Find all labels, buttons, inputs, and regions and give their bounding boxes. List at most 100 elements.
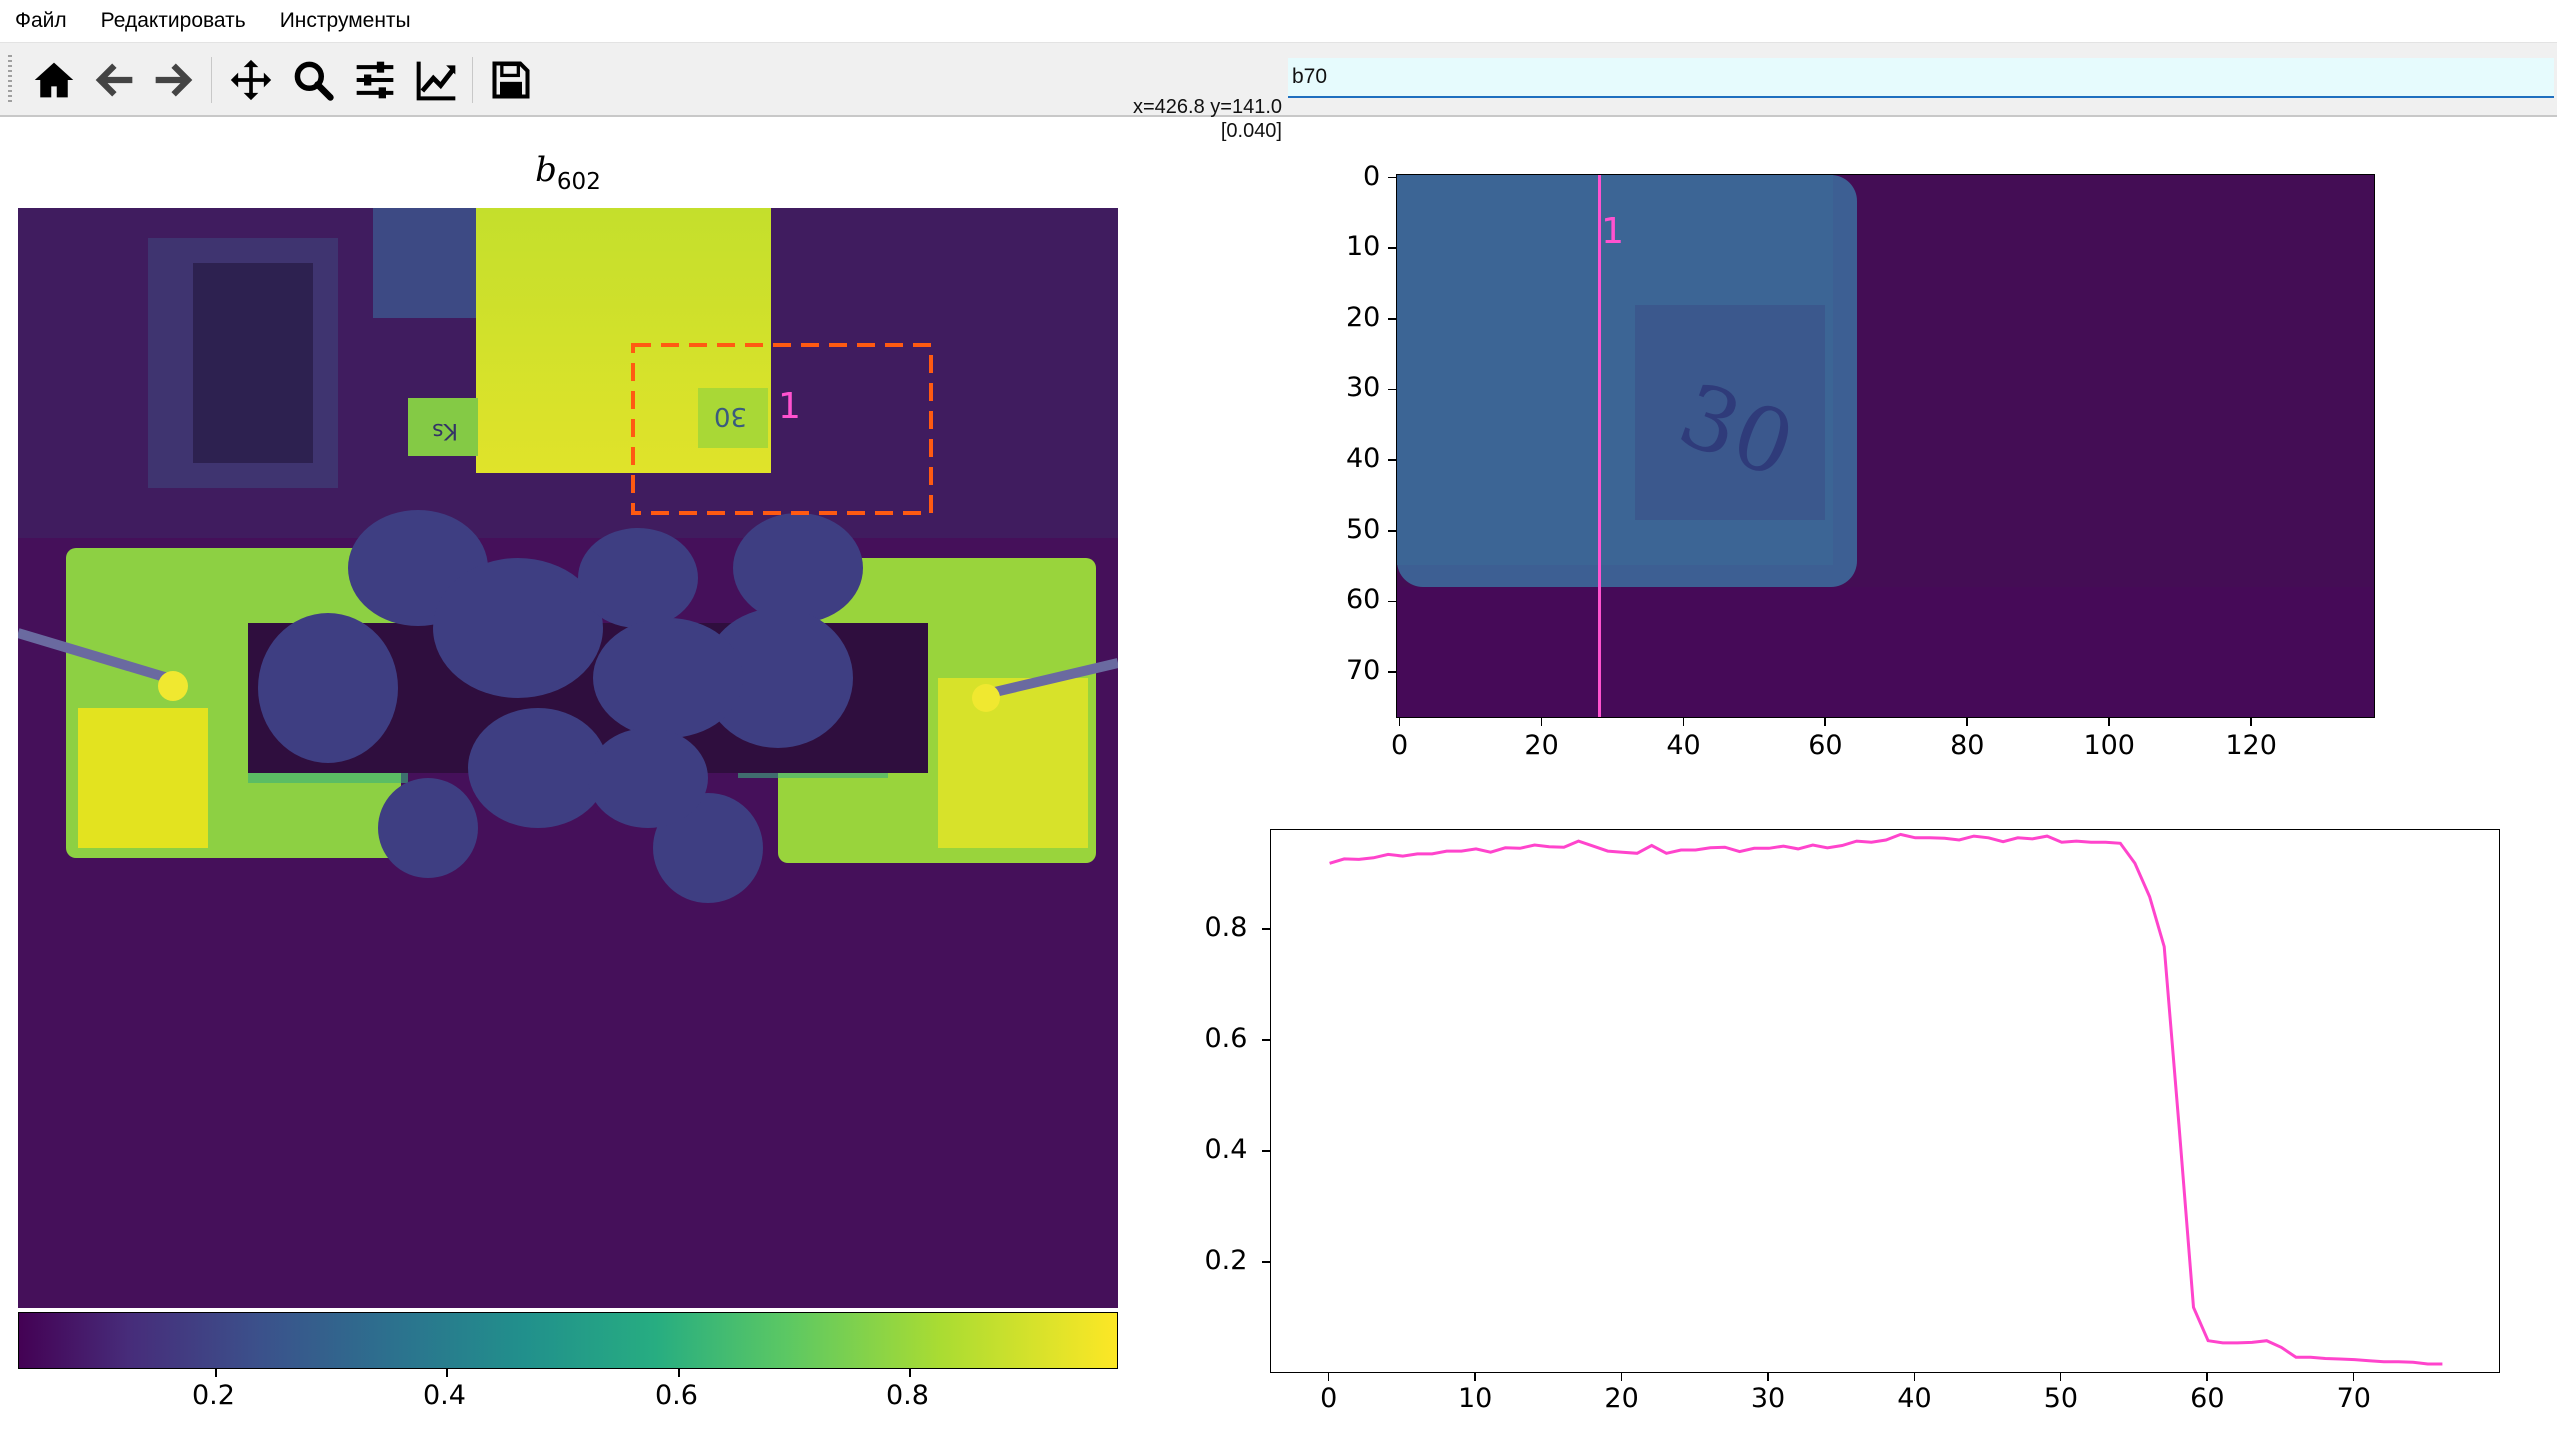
profile-x-tick <box>1474 1373 1476 1381</box>
inset-y-tick <box>1388 388 1396 391</box>
colorbar-tick-label: 0.2 <box>192 1380 235 1411</box>
profile-x-tick <box>1767 1373 1769 1381</box>
menu-edit[interactable]: Редактировать <box>100 9 246 32</box>
pan-icon <box>230 59 272 101</box>
subplots-button[interactable] <box>350 55 400 105</box>
forward-icon <box>155 63 193 97</box>
colorbar-tick <box>678 1369 680 1377</box>
subplots-icon <box>356 61 394 99</box>
profile-x-tick <box>1913 1373 1916 1381</box>
inset-x-tick <box>1540 718 1543 726</box>
command-input[interactable] <box>1288 58 2554 98</box>
cursor-position: x=426.8 y=141.0 <box>1132 96 1282 118</box>
home-icon <box>34 62 74 98</box>
profile-x-tick-label: 40 <box>1897 1383 1932 1414</box>
menu-tools[interactable]: Инструменты <box>279 9 411 32</box>
profile-x-tick-label: 50 <box>2043 1383 2079 1414</box>
title-subscript: 602 <box>556 168 601 195</box>
profile-x-tick-label: 30 <box>1750 1383 1786 1414</box>
profile-y-tick-label: 0.6 <box>1204 1022 1248 1054</box>
inset-y-tick <box>1388 247 1396 249</box>
plant-image: Ks 30 <box>16 208 1120 1308</box>
cursor-coordinates: x=426.8 y=141.0 [0.040] <box>1133 95 1282 143</box>
profile-x-tick-label: 60 <box>2190 1383 2225 1414</box>
colorbar-tick-label: 0.8 <box>886 1380 929 1411</box>
inset-x-tick <box>1398 718 1401 726</box>
profile-line <box>1597 175 1601 717</box>
inset-x-tick <box>1824 718 1826 726</box>
inset-x-tick-label: 20 <box>1524 730 1559 761</box>
colorbar-tick-label: 0.6 <box>655 1380 698 1411</box>
profile-x-tick-label: 0 <box>1320 1383 1338 1414</box>
inset-y-tick <box>1388 600 1396 603</box>
profile-x-tick <box>2059 1373 2062 1381</box>
colorbar <box>18 1312 1118 1369</box>
inset-y-tick-label: 50 <box>1346 513 1381 545</box>
pan-button[interactable] <box>226 55 276 105</box>
inset-y-tick-label: 0 <box>1363 160 1381 192</box>
inset-x-tick-label: 100 <box>2083 730 2135 761</box>
inset-y-tick-label: 70 <box>1346 655 1381 687</box>
main-image-axes[interactable]: Ks 30 1 <box>16 208 1120 1308</box>
colorbar-tick <box>446 1369 448 1377</box>
profile-x-tick <box>1327 1373 1330 1381</box>
profile-x-tick <box>2352 1373 2355 1381</box>
inset-y-tick-label: 60 <box>1346 584 1381 616</box>
home-button[interactable] <box>29 55 79 105</box>
inset-x-tick <box>1682 718 1685 726</box>
roi-rectangle <box>631 343 933 515</box>
menu-file[interactable]: Файл <box>15 9 67 32</box>
inset-x-tick <box>2250 718 2252 726</box>
toolbar-separator <box>211 57 212 103</box>
inset-y-tick <box>1388 671 1396 673</box>
inset-x-tick-label: 80 <box>1950 730 1985 761</box>
profile-axes[interactable] <box>1270 829 2500 1373</box>
profile-x-tick <box>1620 1373 1623 1381</box>
inset-image: 30 <box>1397 175 2374 717</box>
svg-text:30: 30 <box>714 401 747 431</box>
profile-y-tick-label: 0.4 <box>1204 1133 1248 1165</box>
inset-x-tick-label: 40 <box>1666 730 1701 761</box>
zoom-icon <box>294 61 334 101</box>
inset-axes[interactable]: 30 1 <box>1396 174 2375 718</box>
profile-y-tick <box>1262 1150 1270 1152</box>
inset-y-tick-label: 10 <box>1346 231 1381 263</box>
colorbar-tick <box>909 1369 911 1377</box>
inset-y-tick <box>1388 318 1396 320</box>
back-button[interactable] <box>89 55 139 105</box>
inset-x-tick <box>2108 718 2110 726</box>
profile-x-tick-label: 10 <box>1458 1383 1493 1414</box>
profile-y-tick <box>1262 928 1270 930</box>
toolbar-grip[interactable] <box>8 55 12 103</box>
profile-x-tick-label: 70 <box>2336 1383 2371 1414</box>
svg-text:Ks: Ks <box>432 418 458 443</box>
profile-y-tick-label: 0.2 <box>1204 1244 1248 1276</box>
inset-y-tick-label: 30 <box>1346 372 1381 404</box>
profile-x-tick <box>2206 1373 2208 1381</box>
save-button[interactable] <box>486 55 536 105</box>
roi-label: 1 <box>778 386 801 427</box>
main-plot-title: b602 <box>18 150 1118 195</box>
inset-y-tick-label: 20 <box>1346 301 1381 333</box>
menu-bar: Файл Редактировать Инструменты <box>0 0 2557 42</box>
inset-x-tick-label: 0 <box>1391 730 1409 761</box>
back-icon <box>95 63 133 97</box>
title-variable: b <box>535 150 557 190</box>
inset-x-tick-label: 120 <box>2225 730 2277 761</box>
profile-series-line <box>1329 832 2443 1366</box>
inset-x-tick-label: 60 <box>1808 730 1843 761</box>
profile-line-label: 1 <box>1601 211 1625 252</box>
profile-x-tick-label: 20 <box>1604 1383 1639 1414</box>
forward-button[interactable] <box>149 55 199 105</box>
cursor-value: [0.040] <box>1220 120 1282 142</box>
edit-axes-button[interactable] <box>412 55 462 105</box>
inset-y-tick <box>1388 530 1396 532</box>
colorbar-tick-label: 0.4 <box>423 1380 466 1411</box>
inset-y-tick <box>1388 176 1396 179</box>
zoom-button[interactable] <box>288 55 338 105</box>
profile-y-tick-label: 0.8 <box>1204 911 1248 943</box>
profile-y-tick <box>1262 1261 1270 1263</box>
save-icon <box>492 61 530 99</box>
inset-x-tick <box>1966 718 1968 726</box>
axes-edit-icon <box>416 61 456 101</box>
